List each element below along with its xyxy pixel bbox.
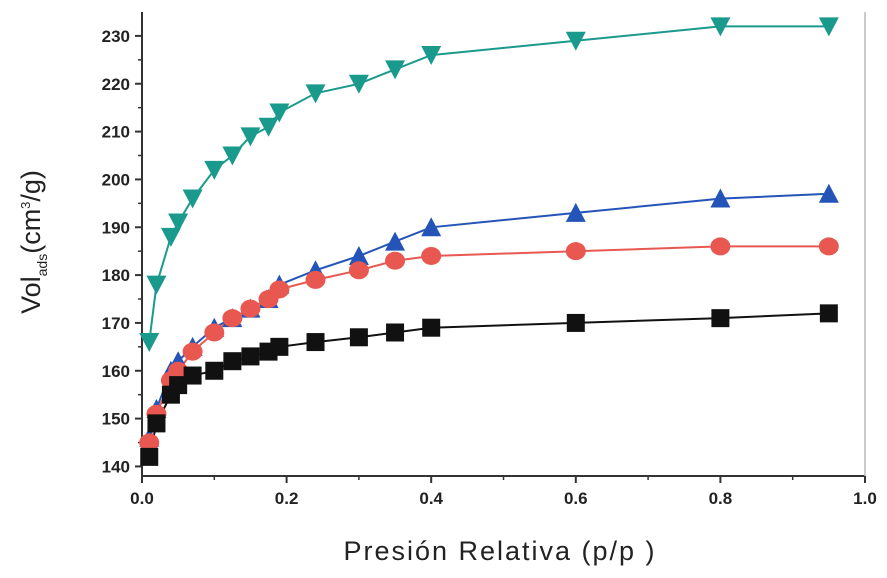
data-point-triangle-down (182, 189, 203, 209)
data-point-triangle-down (160, 227, 181, 247)
data-point-triangle-up (385, 231, 406, 251)
data-point-circle (565, 242, 586, 261)
y-tick-label: 200 (102, 170, 130, 189)
data-point-square (306, 333, 325, 352)
data-point-square (147, 414, 166, 433)
data-point-triangle-down (421, 46, 442, 66)
data-point-triangle-up (348, 245, 369, 265)
data-point-square (140, 447, 159, 466)
data-point-triangle-up (710, 188, 731, 208)
data-point-triangle-down (146, 275, 167, 295)
data-point-square (386, 323, 405, 342)
data-point-circle (385, 251, 406, 270)
axes (135, 12, 866, 483)
data-point-triangle-down (240, 127, 261, 147)
data-point-square (183, 366, 202, 385)
data-point-triangle-up (421, 217, 442, 237)
data-point-circle (139, 433, 160, 452)
series-line-triangle-down (148, 25, 829, 343)
y-tick-label: 160 (102, 362, 130, 381)
y-axis-title: Volads(cm3/g) (16, 170, 50, 314)
data-point-triangle-down (348, 74, 369, 94)
data-point-triangle-down (168, 213, 189, 233)
data-point-circle (710, 237, 731, 256)
data-point-circle (204, 323, 225, 342)
y-tick-label: 180 (102, 266, 130, 285)
x-tick-label: 0.6 (564, 489, 588, 508)
data-point-square (711, 309, 730, 328)
data-point-circle (305, 270, 326, 289)
data-point-triangle-down (269, 103, 290, 123)
x-axis-title: Presión Relativa (p/p ) (343, 536, 656, 566)
data-point-square (169, 376, 188, 395)
data-point-circle (421, 246, 442, 265)
x-tick-label: 0.0 (130, 489, 154, 508)
x-tick-label: 0.4 (419, 489, 443, 508)
data-point-triangle-down (204, 160, 225, 180)
x-tick-label: 0.8 (709, 489, 733, 508)
y-tick-label: 170 (102, 314, 130, 333)
data-point-circle (182, 342, 203, 361)
data-point-circle (222, 309, 243, 328)
data-point-triangle-down (305, 84, 326, 104)
y-tick-label: 230 (102, 27, 130, 46)
data-point-square (422, 318, 441, 337)
data-point-triangle-up (818, 183, 839, 203)
data-point-triangle-down (818, 17, 839, 37)
x-tick-label: 0.2 (275, 489, 299, 508)
data-point-circle (168, 361, 189, 380)
data-point-circle (240, 299, 261, 318)
data-point-triangle-down (565, 31, 586, 51)
series-line-circle (148, 245, 829, 443)
data-point-triangle-down (258, 117, 279, 137)
y-tick-label: 210 (102, 123, 130, 142)
data-point-triangle-down (139, 333, 160, 353)
y-tick-label: 220 (102, 75, 130, 94)
series-line-square (148, 312, 829, 458)
data-point-square (349, 328, 368, 347)
data-point-square (205, 361, 224, 380)
y-tick-label: 140 (102, 457, 130, 476)
data-point-square (223, 352, 242, 371)
data-point-square (270, 337, 289, 356)
data-point-triangle-down (385, 60, 406, 80)
data-point-circle (818, 237, 839, 256)
data-point-square (819, 304, 838, 323)
data-point-triangle-down (222, 146, 243, 166)
data-point-circle (269, 280, 290, 299)
data-point-circle (348, 261, 369, 280)
series-markers (139, 17, 839, 466)
data-point-triangle-down (710, 17, 731, 37)
y-tick-label: 150 (102, 410, 130, 429)
data-point-square (566, 313, 585, 332)
data-point-square (241, 347, 260, 366)
tick-labels: 0.0 0.2 0.4 0.6 0.8 1.0 140 150 160 170 180 190 200 2… (102, 27, 877, 508)
y-tick-label: 190 (102, 218, 130, 237)
x-tick-label: 1.0 (853, 489, 877, 508)
data-point-triangle-up (565, 202, 586, 222)
